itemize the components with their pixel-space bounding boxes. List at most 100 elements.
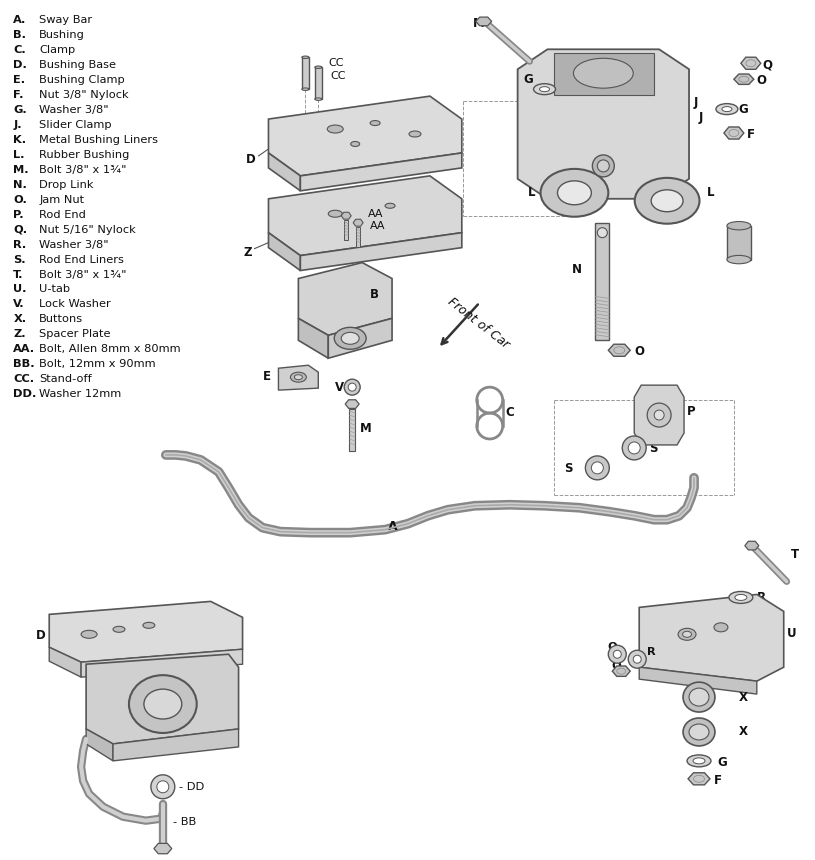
Ellipse shape — [682, 631, 692, 637]
Ellipse shape — [82, 630, 97, 638]
Ellipse shape — [683, 718, 715, 746]
Polygon shape — [301, 233, 462, 271]
Ellipse shape — [693, 758, 705, 764]
Text: Bolt 3/8" x 1¾": Bolt 3/8" x 1¾" — [39, 165, 127, 175]
Text: L: L — [707, 186, 715, 199]
Text: K.: K. — [13, 135, 26, 145]
Ellipse shape — [328, 125, 343, 133]
Polygon shape — [268, 175, 462, 255]
Polygon shape — [86, 729, 113, 761]
Text: M.: M. — [13, 165, 29, 175]
Text: J: J — [699, 111, 703, 124]
Text: R.: R. — [13, 240, 27, 249]
Polygon shape — [268, 153, 301, 191]
Polygon shape — [346, 400, 359, 408]
Polygon shape — [639, 594, 784, 681]
Text: X: X — [739, 691, 748, 704]
Text: S: S — [650, 442, 658, 455]
Text: U-tab: U-tab — [39, 285, 70, 294]
Text: Rubber Bushing: Rubber Bushing — [39, 150, 130, 160]
Bar — [356, 227, 360, 247]
Text: E: E — [262, 370, 271, 384]
Ellipse shape — [302, 88, 309, 90]
Text: Bolt, 12mm x 90mm: Bolt, 12mm x 90mm — [39, 359, 156, 369]
Ellipse shape — [302, 56, 309, 58]
Polygon shape — [328, 318, 392, 359]
Text: O: O — [611, 661, 621, 671]
Text: Washer 12mm: Washer 12mm — [39, 389, 121, 399]
Ellipse shape — [727, 222, 751, 230]
Bar — [596, 223, 610, 341]
Text: P.: P. — [13, 210, 24, 220]
Text: - BB: - BB — [173, 817, 196, 826]
Text: Stand-off: Stand-off — [39, 374, 92, 384]
Ellipse shape — [683, 682, 715, 712]
Text: D: D — [37, 630, 46, 642]
Ellipse shape — [409, 131, 421, 137]
Text: - DD: - DD — [178, 782, 204, 792]
Text: AA: AA — [368, 209, 384, 218]
Ellipse shape — [722, 107, 732, 112]
Polygon shape — [301, 153, 462, 191]
Circle shape — [614, 650, 621, 658]
Polygon shape — [341, 212, 351, 219]
Ellipse shape — [729, 592, 753, 604]
Text: Clamp: Clamp — [39, 46, 76, 55]
Polygon shape — [612, 666, 630, 676]
Text: T: T — [791, 548, 799, 561]
Polygon shape — [518, 49, 689, 199]
Text: J.: J. — [13, 120, 22, 130]
Circle shape — [151, 775, 174, 799]
Ellipse shape — [334, 328, 366, 349]
Text: Q: Q — [607, 642, 617, 651]
Ellipse shape — [597, 228, 607, 237]
Text: Buttons: Buttons — [39, 315, 83, 324]
Circle shape — [628, 442, 641, 454]
Ellipse shape — [635, 178, 699, 224]
Text: U.: U. — [13, 285, 27, 294]
Circle shape — [156, 781, 169, 793]
Text: Rod End: Rod End — [39, 210, 86, 220]
Text: G: G — [739, 103, 749, 116]
Ellipse shape — [113, 626, 125, 632]
Text: L: L — [527, 186, 535, 199]
Text: B.: B. — [13, 30, 26, 40]
Text: Bushing Base: Bushing Base — [39, 60, 117, 71]
Polygon shape — [49, 601, 243, 662]
Text: A: A — [388, 519, 398, 532]
Polygon shape — [86, 654, 239, 744]
Polygon shape — [745, 541, 759, 550]
Text: Q.: Q. — [13, 224, 28, 235]
Ellipse shape — [678, 629, 696, 641]
Polygon shape — [298, 318, 328, 359]
Ellipse shape — [651, 190, 683, 212]
Text: F: F — [714, 774, 722, 787]
Text: Nut 5/16" Nylock: Nut 5/16" Nylock — [39, 224, 136, 235]
Ellipse shape — [534, 83, 556, 95]
Text: K: K — [729, 246, 738, 259]
Circle shape — [623, 436, 646, 460]
Polygon shape — [298, 262, 392, 335]
Polygon shape — [49, 648, 82, 677]
Text: BB.: BB. — [13, 359, 35, 369]
Ellipse shape — [341, 332, 359, 344]
Polygon shape — [608, 344, 630, 356]
Ellipse shape — [290, 372, 306, 382]
Text: S.: S. — [13, 255, 26, 265]
Text: M: M — [473, 17, 485, 30]
Text: D: D — [245, 153, 255, 166]
Text: C.: C. — [13, 46, 26, 55]
Polygon shape — [639, 667, 757, 694]
Text: Z.: Z. — [13, 329, 26, 340]
Text: Rod End Liners: Rod End Liners — [39, 255, 124, 265]
Text: AA.: AA. — [13, 344, 36, 354]
Ellipse shape — [315, 66, 322, 69]
Text: D.: D. — [13, 60, 27, 71]
Text: Jam Nut: Jam Nut — [39, 195, 85, 205]
Ellipse shape — [129, 675, 196, 733]
Polygon shape — [279, 366, 319, 390]
Text: Spacer Plate: Spacer Plate — [39, 329, 111, 340]
Text: J: J — [694, 96, 698, 109]
Text: CC.: CC. — [13, 374, 34, 384]
Circle shape — [344, 379, 360, 395]
